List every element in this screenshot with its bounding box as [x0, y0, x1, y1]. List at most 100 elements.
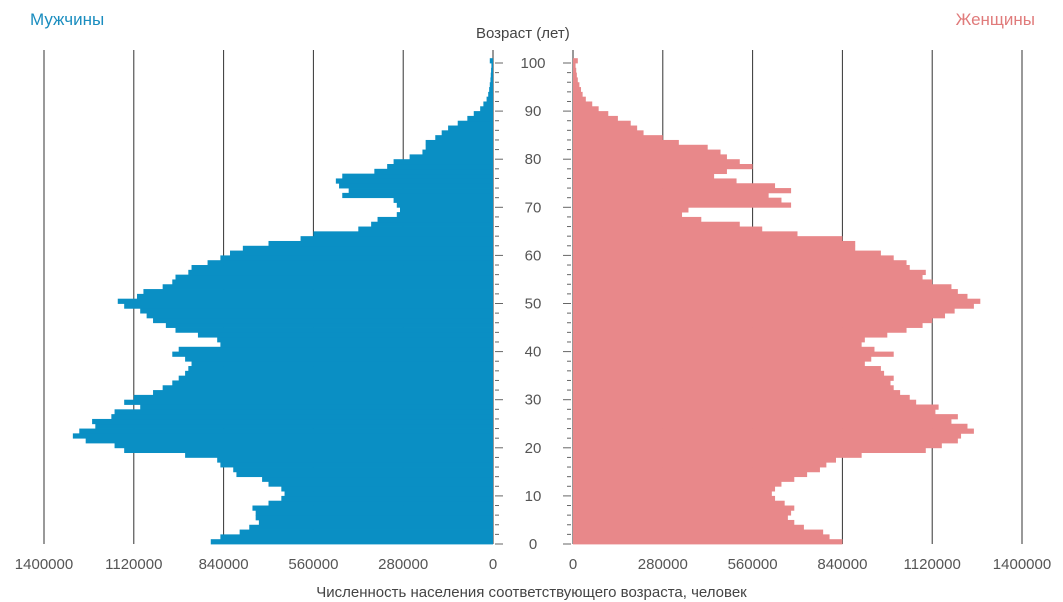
male-bar [281, 495, 493, 502]
male-bar [490, 72, 493, 78]
age-tick-label: 70 [525, 199, 542, 216]
male-bar [175, 327, 494, 333]
female-bar [573, 332, 888, 338]
female-bar [573, 303, 974, 309]
female-bar [573, 524, 804, 530]
female-bar [573, 250, 881, 256]
male-bar [178, 375, 493, 381]
female-bar [573, 385, 894, 391]
x-tick-label-right: 1400000 [993, 556, 1051, 573]
female-bar [573, 82, 580, 88]
male-bar [255, 515, 493, 521]
male-bar [374, 168, 493, 175]
male-bar [448, 125, 493, 131]
male-bar [268, 500, 493, 506]
female-bar [573, 337, 865, 343]
female-bar [573, 428, 974, 434]
female-bar [573, 515, 788, 521]
male-bar [268, 240, 493, 247]
male-bar [191, 265, 493, 271]
female-bar [573, 144, 708, 150]
male-bar [284, 491, 493, 497]
male-bar [422, 149, 493, 155]
male-bar [165, 322, 493, 328]
male-bar [281, 486, 493, 492]
female-bar [573, 322, 923, 328]
x-tick-label-right: 280000 [638, 556, 688, 573]
female-bar [573, 106, 599, 112]
x-tick-label-right: 560000 [728, 556, 778, 573]
age-tick-label: 90 [525, 103, 542, 120]
x-tick-label-left: 1120000 [105, 556, 162, 573]
female-bar [573, 438, 958, 444]
male-bar [133, 394, 494, 401]
male-bar [396, 212, 493, 218]
male-bar [348, 188, 493, 194]
male-bar [114, 442, 493, 449]
female-bar [573, 115, 618, 122]
male-bar [486, 96, 493, 102]
female-bar [573, 274, 923, 280]
x-tick-label-left: 840000 [199, 556, 249, 573]
female-bar [573, 495, 776, 502]
male-bar [342, 192, 493, 199]
y-axis-title: Возраст (лет) [476, 25, 570, 42]
x-tick-label-left: 280000 [378, 556, 428, 573]
male-bar [467, 115, 493, 122]
female-bar [573, 216, 702, 223]
female-bar [573, 226, 763, 232]
female-bar [573, 231, 798, 237]
female-bar [573, 188, 792, 194]
female-bar [573, 370, 885, 377]
male-bar [185, 452, 494, 458]
female-bar [573, 462, 827, 468]
female-bar [573, 351, 894, 357]
female-bar [573, 265, 910, 271]
female-bar [573, 341, 862, 348]
male-bar [409, 154, 493, 160]
female-bar [573, 293, 968, 300]
male-bar [371, 221, 493, 227]
female-bar [573, 491, 772, 497]
female-bar [573, 96, 586, 102]
female-bar [573, 284, 952, 290]
male-bar [172, 351, 494, 357]
male-bar [220, 534, 493, 540]
female-bar [573, 467, 820, 473]
male-bar [146, 313, 493, 319]
female-bar [573, 139, 679, 146]
female-bar [573, 255, 894, 261]
female-bar [573, 120, 631, 126]
male-bar [491, 63, 493, 69]
female-bar [573, 356, 872, 362]
male-bar [143, 289, 494, 295]
male-bar [239, 529, 493, 535]
male-bar [377, 216, 493, 223]
age-tick-label: 100 [520, 55, 545, 72]
male-bar [210, 539, 493, 545]
male-bar [185, 356, 494, 362]
female-bar [573, 183, 776, 189]
male-bar [387, 164, 493, 170]
female-bar [573, 471, 808, 478]
male-bar [185, 370, 494, 377]
female-bar [573, 327, 907, 333]
female-bar [573, 361, 865, 367]
female-bar [573, 457, 836, 463]
x-tick-label-right: 0 [569, 556, 577, 573]
male-bar [489, 82, 493, 88]
male-bar [172, 279, 494, 285]
female-bar [573, 447, 926, 454]
age-tick-label: 10 [525, 488, 542, 505]
male-bar [153, 317, 494, 324]
female-bar [573, 313, 946, 319]
male-bar [300, 236, 493, 242]
female-bar [573, 154, 727, 160]
male-bar [95, 423, 493, 429]
female-bar [573, 298, 981, 304]
female-bar [573, 505, 795, 511]
male-bar [236, 471, 493, 478]
male-bar [490, 77, 493, 83]
male-bar [207, 260, 493, 266]
